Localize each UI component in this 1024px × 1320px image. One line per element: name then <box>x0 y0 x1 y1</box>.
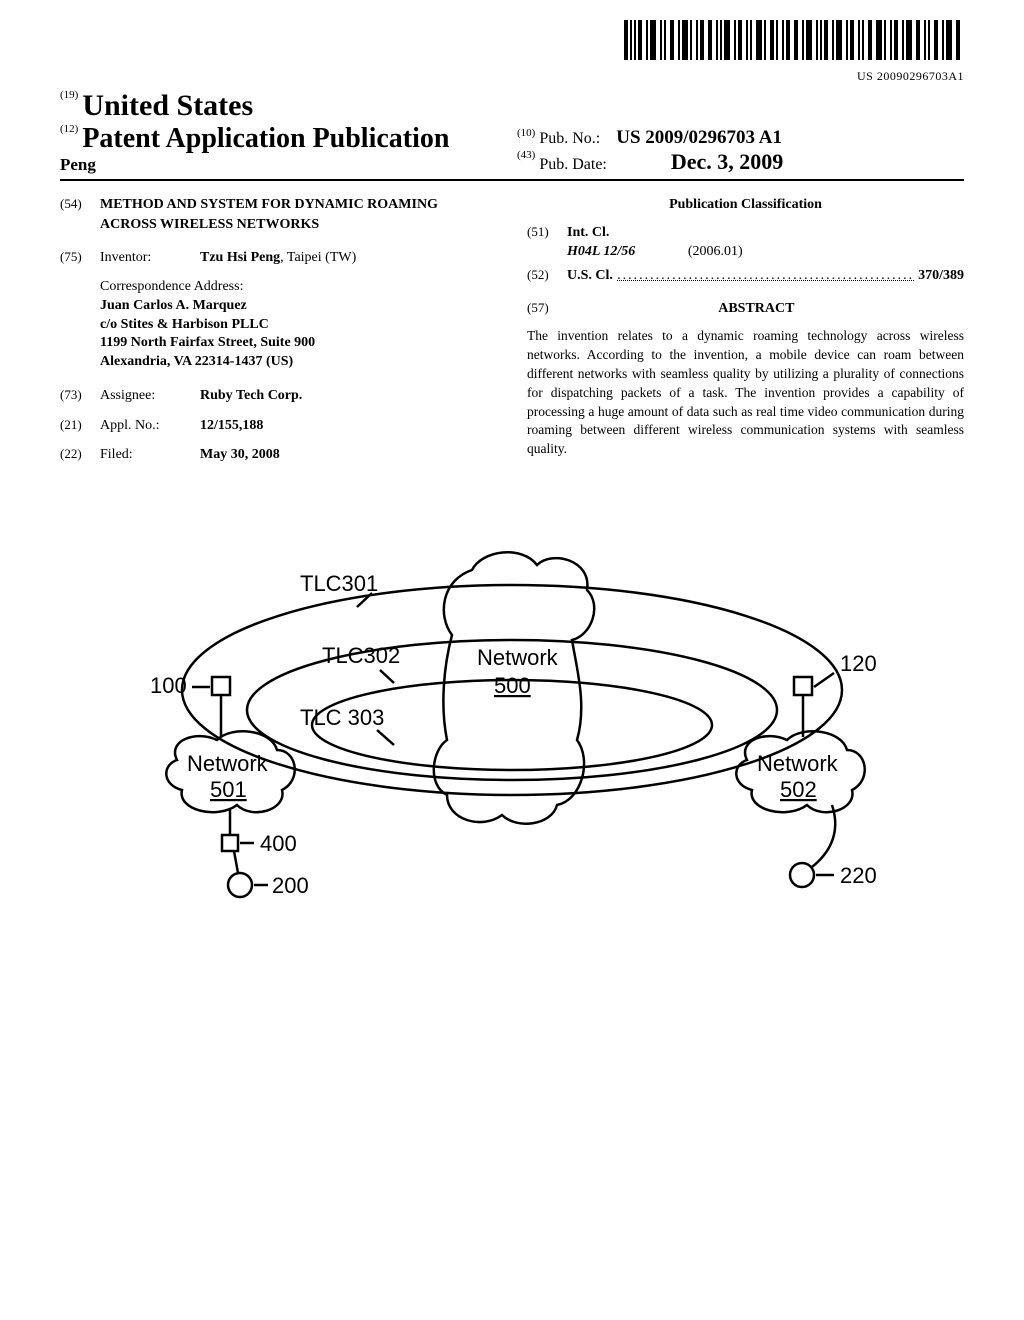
fig-tlc302: TLC302 <box>322 643 400 668</box>
header: (19) United States (12) Patent Applicati… <box>60 89 964 181</box>
intcl-row: (51) Int. Cl. H04L 12/56 (2006.01) <box>527 223 964 262</box>
fig-l400: 400 <box>260 831 297 856</box>
assignee-num: (73) <box>60 386 100 406</box>
filed: May 30, 2008 <box>200 445 497 465</box>
header-right: (10) Pub. No.: US 2009/0296703 A1 (43) P… <box>507 127 964 175</box>
right-column: Publication Classification (51) Int. Cl.… <box>527 195 964 475</box>
abstract-num: (57) <box>527 299 549 317</box>
abstract-block: (57) ABSTRACT The invention relates to a… <box>527 299 964 459</box>
pubtype: Patent Application Publication <box>82 123 449 154</box>
uscl-val: 370/389 <box>918 266 964 286</box>
figure-svg: TLC301 TLC302 TLC 303 Network 500 Networ… <box>122 515 902 935</box>
uscl-label: U.S. Cl. <box>567 266 613 286</box>
fig-tlc303: TLC 303 <box>300 705 384 730</box>
fig-net501: Network <box>187 751 269 776</box>
pubclass-head: Publication Classification <box>527 195 964 215</box>
uscl-dots <box>617 266 914 282</box>
inventor-row: (75) Inventor: Tzu Hsi Peng, Taipei (TW) <box>60 248 497 268</box>
filed-label: Filed: <box>100 445 200 465</box>
assignee-row: (73) Assignee: Ruby Tech Corp. <box>60 386 497 406</box>
inventor-name: Tzu Hsi Peng <box>200 250 280 265</box>
abstract-text: The invention relates to a dynamic roami… <box>527 327 964 459</box>
applno-label: Appl. No.: <box>100 416 200 436</box>
barcode-number: US 20090296703A1 <box>624 69 964 84</box>
country-prefix: (19) <box>60 89 78 101</box>
abstract-head: ABSTRACT <box>527 299 964 319</box>
barcode-svg <box>624 20 964 62</box>
corr-label: Correspondence Address: <box>100 278 497 297</box>
intcl-code: H04L 12/56 <box>567 244 635 259</box>
inventor-label: Inventor: <box>100 248 200 268</box>
corr-line2: c/o Stites & Harbison PLLC <box>100 316 497 335</box>
applno-num: (21) <box>60 416 100 436</box>
fig-l120: 120 <box>840 651 877 676</box>
intcl-label: Int. Cl. <box>567 223 964 243</box>
fig-net501n: 501 <box>210 777 247 802</box>
fig-net500: Network <box>477 645 559 670</box>
inventor-loc: , Taipei (TW) <box>280 250 356 265</box>
pubdate-prefix: (43) <box>517 149 535 161</box>
assignee-label: Assignee: <box>100 386 200 406</box>
inventor-num: (75) <box>60 248 100 268</box>
fig-l220: 220 <box>840 863 877 888</box>
filed-num: (22) <box>60 445 100 465</box>
intcl-date: (2006.01) <box>688 244 743 259</box>
fig-tlc301: TLC301 <box>300 571 378 596</box>
left-column: (54) METHOD AND SYSTEM FOR DYNAMIC ROAMI… <box>60 195 497 475</box>
pubdate: Dec. 3, 2009 <box>671 149 783 174</box>
corr-line1: Juan Carlos A. Marquez <box>100 297 497 316</box>
fig-net500n: 500 <box>494 673 531 698</box>
corr-line3: 1199 North Fairfax Street, Suite 900 <box>100 334 497 353</box>
assignee: Ruby Tech Corp. <box>200 386 497 406</box>
pubdate-label: Pub. Date: <box>539 156 607 173</box>
fig-net502: Network <box>757 751 839 776</box>
applno-row: (21) Appl. No.: 12/155,188 <box>60 416 497 436</box>
filed-row: (22) Filed: May 30, 2008 <box>60 445 497 465</box>
correspondence-block: Correspondence Address: Juan Carlos A. M… <box>100 278 497 372</box>
biblio-columns: (54) METHOD AND SYSTEM FOR DYNAMIC ROAMI… <box>60 195 964 475</box>
applno: 12/155,188 <box>200 416 497 436</box>
header-left: (19) United States (12) Patent Applicati… <box>60 89 507 175</box>
fig-l200: 200 <box>272 873 309 898</box>
figure-region: TLC301 TLC302 TLC 303 Network 500 Networ… <box>60 515 964 940</box>
intcl-num: (51) <box>527 223 567 262</box>
title-row: (54) METHOD AND SYSTEM FOR DYNAMIC ROAMI… <box>60 195 497 234</box>
pubno-label: Pub. No.: <box>539 130 600 147</box>
patent-title: METHOD AND SYSTEM FOR DYNAMIC ROAMING AC… <box>100 195 497 234</box>
pubno: US 2009/0296703 A1 <box>616 127 782 148</box>
header-author: Peng <box>60 155 507 175</box>
barcode: US 20090296703A1 <box>624 20 964 84</box>
fig-l100: 100 <box>150 673 187 698</box>
corr-line4: Alexandria, VA 22314-1437 (US) <box>100 353 497 372</box>
fig-net502n: 502 <box>780 777 817 802</box>
title-num: (54) <box>60 195 100 234</box>
uscl-num: (52) <box>527 266 567 286</box>
barcode-region: US 20090296703A1 <box>60 20 964 85</box>
country: United States <box>82 89 253 122</box>
pubtype-prefix: (12) <box>60 123 78 135</box>
uscl-row: (52) U.S. Cl. 370/389 <box>527 266 964 286</box>
pubno-prefix: (10) <box>517 127 535 139</box>
